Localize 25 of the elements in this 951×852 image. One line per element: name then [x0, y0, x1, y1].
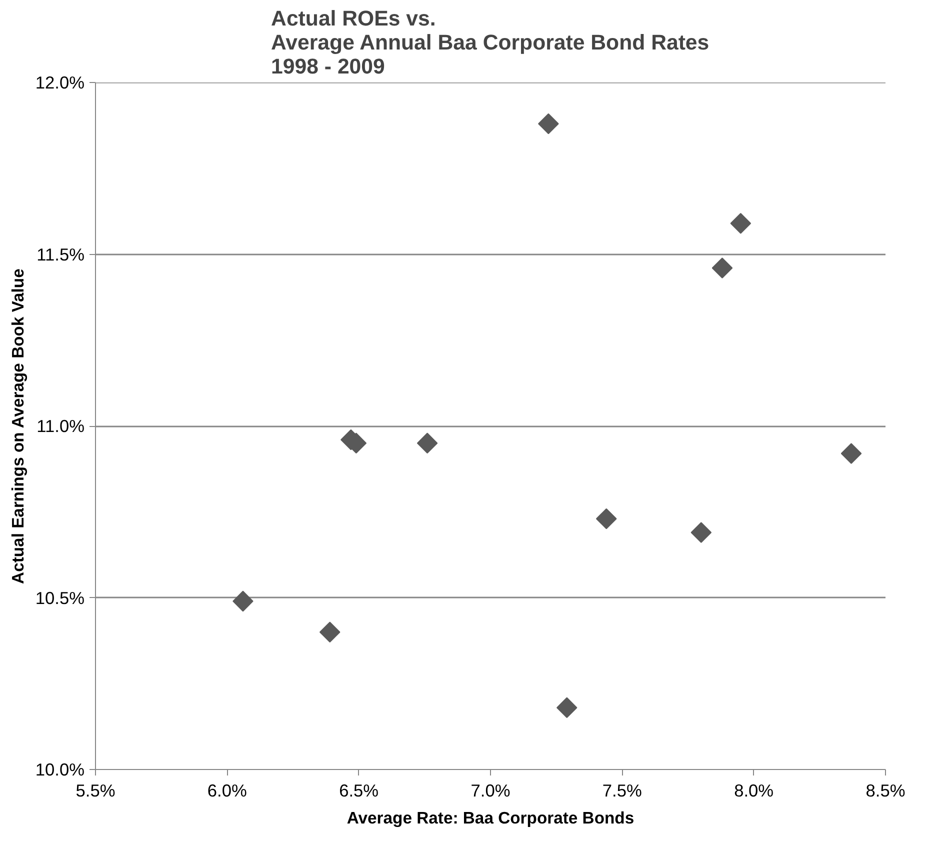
point — [690, 522, 712, 543]
point — [712, 258, 733, 278]
point — [232, 590, 254, 612]
y-tick-label: 10.0% — [35, 760, 85, 780]
x-tick-label: 6.5% — [339, 780, 379, 800]
point — [538, 113, 559, 134]
point — [556, 697, 578, 718]
y-tick-label: 12.0% — [35, 72, 85, 92]
x-tick-label: 5.5% — [76, 780, 116, 800]
x-axis-title: Average Rate: Baa Corporate Bonds — [346, 808, 634, 828]
y-tick-label: 11.5% — [36, 244, 85, 264]
x-tick-label: 6.0% — [207, 780, 247, 800]
point — [416, 432, 438, 454]
point — [319, 622, 340, 642]
y-tick-label: 11.0% — [36, 416, 85, 436]
chart-title: Actual ROEs vs. Average Annual Baa Corporate Bond Rates 1998 - 2009 — [271, 6, 710, 78]
x-tick-label: 8.0% — [734, 780, 774, 800]
point — [730, 212, 752, 234]
x-tick-label: 7.0% — [470, 780, 510, 800]
x-tick-label: 8.5% — [866, 780, 906, 800]
y-axis-title: Actual Earnings on Average Book Value — [8, 268, 28, 584]
y-tick-label: 10.5% — [35, 588, 85, 608]
x-tick-label: 7.5% — [602, 780, 642, 800]
point — [596, 508, 617, 530]
point — [840, 443, 862, 464]
